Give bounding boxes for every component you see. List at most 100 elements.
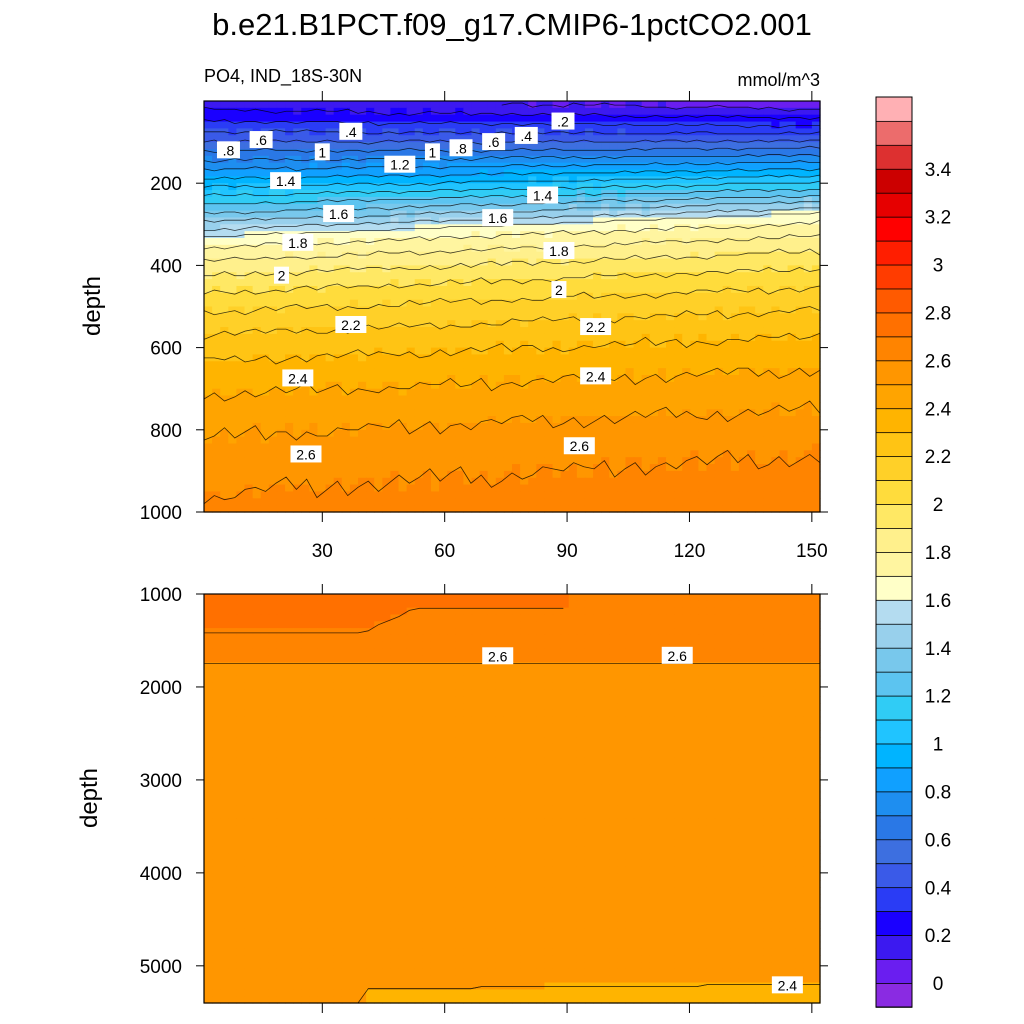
top-label-bg: [482, 209, 514, 227]
colorbar-box: [875, 695, 913, 721]
colorbar-box: [875, 767, 913, 793]
colorbar-tick-label: 1.4: [925, 639, 952, 660]
top-contour-label: 2.4: [586, 368, 606, 384]
colorbar-tick-label: 2.4: [925, 399, 952, 420]
top-ytick-label: 400: [150, 256, 182, 277]
colorbar-tick-label: 0.4: [925, 878, 952, 899]
colorbar-tick-label: 1.8: [925, 543, 951, 564]
top-label-bg: [335, 315, 367, 333]
top-xtick-label: 120: [674, 541, 706, 562]
top-contour-label: .6: [255, 132, 267, 148]
top-contour-label: .8: [455, 140, 467, 156]
top-contour-label: 1: [429, 144, 437, 160]
colorbar-box: [875, 240, 913, 266]
colorbar-box: [875, 192, 913, 218]
colorbar-box: [875, 982, 913, 1008]
bottom-ytick-label: 4000: [140, 864, 182, 885]
top-label-bg: [551, 112, 575, 130]
colorbar-box: [875, 455, 913, 481]
colorbar-box: [875, 910, 913, 936]
top-label-bg: [249, 131, 273, 149]
top-ytick-label: 600: [150, 339, 182, 360]
colorbar-box: [875, 934, 913, 960]
colorbar-box: [875, 336, 913, 362]
top-label-bg: [580, 367, 612, 385]
top-contour-label: 2: [555, 282, 563, 298]
colorbar-tick-label: 0.8: [925, 782, 951, 803]
chart-title: b.e21.B1PCT.f09_g17.CMIP6-1pctCO2.001: [212, 7, 812, 42]
top-label-bg: [580, 318, 612, 336]
top-label-bg: [274, 266, 290, 284]
colorbar-tick-label: 0.2: [925, 926, 951, 947]
top-contour-label: 1.4: [533, 188, 553, 204]
top-contour-label: 1.6: [488, 210, 508, 226]
colorbar-box: [875, 144, 913, 170]
top-contour-label: 2.4: [288, 370, 308, 386]
colorbar-tick-label: 2.8: [925, 304, 951, 325]
top-contour-label: 2: [278, 268, 286, 284]
bottom-contour-label: 2.6: [667, 648, 687, 664]
top-panel-frame: [203, 100, 821, 513]
bottom-ytick-label: 5000: [140, 957, 182, 978]
colorbar-box: [875, 815, 913, 841]
colorbar-box: [875, 647, 913, 673]
top-xtick-label: 150: [796, 541, 828, 562]
colorbar-tick-label: 3.4: [925, 160, 952, 181]
top-label-bg: [323, 205, 355, 223]
colorbar: 0 0.2 0.4 0.6 0.8 1 1.2 1.4 1.6 1.8 2 2.2 2.4 2.6 2.8 3…: [875, 96, 952, 1008]
top-label-bg: [424, 143, 440, 161]
bottom-panel-fill: [204, 594, 821, 1004]
top-contour-label: 1.8: [549, 243, 569, 259]
top-panel-contours: [203, 102, 821, 505]
colorbar-box: [875, 791, 913, 817]
colorbar-box: [875, 743, 913, 769]
top-label-bg: [527, 186, 559, 204]
colorbar-box: [875, 838, 913, 865]
colorbar-box: [875, 862, 913, 889]
top-label-bg: [216, 141, 240, 159]
colorbar-box: [875, 527, 913, 553]
colorbar-box: [875, 312, 913, 338]
colorbar-box: [875, 886, 913, 913]
top-label-bg: [514, 126, 538, 144]
colorbar-box: [875, 96, 913, 122]
top-contour-label: .6: [488, 134, 500, 150]
colorbar-box: [875, 216, 913, 242]
colorbar-box: [875, 264, 913, 290]
colorbar-tick-label: 3.2: [925, 208, 951, 229]
top-contour-label: .4: [345, 124, 357, 140]
colorbar-box: [875, 407, 913, 434]
top-contour-label: 1: [318, 144, 326, 160]
colorbar-box: [875, 168, 913, 194]
bottom-label-bg: [771, 976, 803, 994]
bottom-label-bg: [661, 646, 693, 664]
top-label-bg: [551, 281, 567, 299]
top-contour-label: 1.2: [390, 157, 410, 173]
colorbar-box: [875, 551, 913, 577]
bottom-label-bg: [482, 647, 514, 665]
top-label-bg: [563, 437, 595, 455]
colorbar-tick-label: 2.6: [925, 351, 951, 372]
colorbar-box: [875, 431, 913, 458]
top-contour-label: 1.8: [288, 235, 308, 251]
top-contour-label: .8: [223, 142, 235, 158]
colorbar-box: [875, 671, 913, 697]
top-contour-label: 2.2: [586, 319, 606, 335]
colorbar-box: [875, 719, 913, 745]
top-contour-label: 1.6: [329, 206, 349, 222]
top-contour-label: 2.6: [296, 446, 316, 462]
colorbar-box: [875, 383, 913, 410]
colorbar-box: [875, 599, 913, 625]
top-label-bg: [282, 233, 314, 251]
colorbar-box: [875, 623, 913, 649]
top-label-bg: [314, 143, 330, 161]
colorbar-tick-label: 1.6: [925, 591, 951, 612]
colorbar-tick-label: 2: [933, 495, 944, 516]
top-label-bg: [384, 155, 416, 173]
bottom-panel-frame: [203, 593, 821, 1004]
top-label-bg: [282, 369, 314, 387]
chart-units: mmol/m^3: [738, 70, 820, 90]
colorbar-frame: [875, 96, 913, 1008]
top-label-bg: [339, 122, 363, 140]
